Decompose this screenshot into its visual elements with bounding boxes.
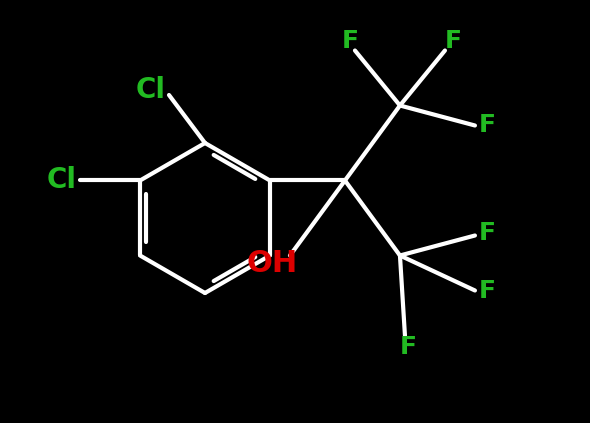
- Text: F: F: [342, 28, 359, 52]
- Text: F: F: [478, 220, 496, 244]
- Text: Cl: Cl: [47, 167, 77, 195]
- Text: F: F: [399, 335, 417, 360]
- Text: F: F: [478, 278, 496, 302]
- Text: F: F: [444, 28, 461, 52]
- Text: OH: OH: [247, 249, 297, 278]
- Text: F: F: [478, 113, 496, 137]
- Text: Cl: Cl: [136, 76, 166, 104]
